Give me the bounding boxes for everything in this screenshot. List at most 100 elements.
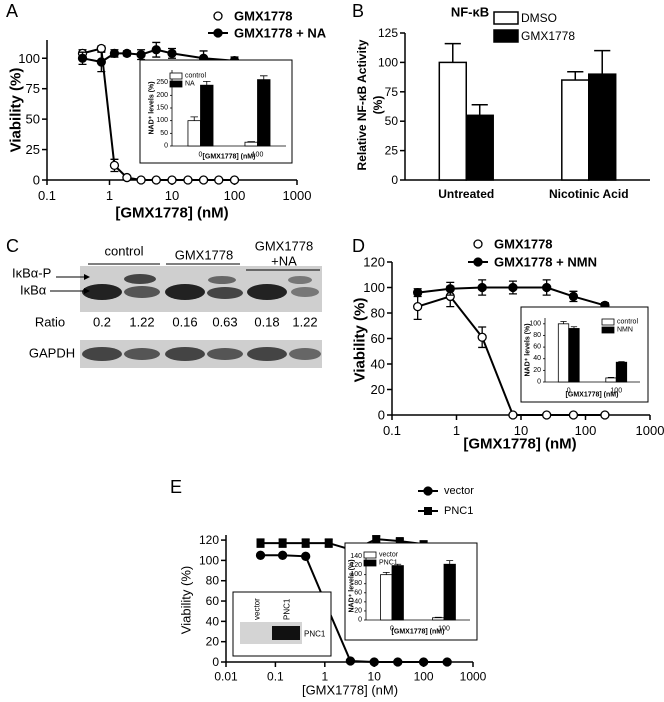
- x-tick-label: 0: [199, 152, 203, 159]
- panel-label: B: [352, 1, 364, 21]
- error-bar: [203, 81, 211, 86]
- y-tick-label: 100: [18, 51, 40, 66]
- x-tick-label: 1: [453, 423, 460, 438]
- y-tick-label: 20: [371, 382, 385, 397]
- y-tick-label: 50: [26, 112, 40, 127]
- legend-marker: [473, 257, 483, 267]
- legend-marker: [423, 486, 433, 496]
- y-tick-label: 100: [529, 320, 541, 327]
- ratio: 0.18: [254, 315, 279, 330]
- legend-label: GMX1778: [494, 237, 553, 252]
- x-axis-label: [GMX1778] (nM): [463, 436, 576, 453]
- y-tick-label: 100: [199, 553, 219, 567]
- bar: [432, 617, 445, 621]
- y-tick-label: 80: [533, 332, 541, 339]
- y-tick-label: 60: [371, 331, 385, 346]
- bar: [588, 73, 617, 181]
- bar: [605, 377, 617, 383]
- y-tick-label: 120: [363, 255, 385, 270]
- data-point: [393, 657, 403, 667]
- legend-label: NA: [185, 81, 195, 88]
- data-point: [122, 48, 132, 59]
- y-tick-label: 40: [371, 357, 385, 372]
- data-point: [568, 410, 579, 420]
- data-point: [445, 284, 455, 294]
- data-point: [229, 175, 240, 185]
- data-point: [413, 287, 423, 298]
- y-tick-label: 20: [206, 635, 220, 649]
- y-tick-label: 250: [156, 79, 168, 86]
- legend-swatch: [493, 11, 519, 25]
- data-point: [214, 175, 224, 185]
- y-tick-label: 100: [156, 117, 168, 124]
- x-tick-label: 1: [321, 670, 328, 684]
- y-axis-label: (%): [371, 96, 385, 115]
- y-tick-label: 60: [354, 589, 362, 596]
- data-point: [372, 535, 381, 544]
- data-point: [109, 48, 120, 59]
- data-point: [96, 43, 106, 54]
- legend-swatch: [363, 559, 377, 567]
- error-bar: [594, 49, 611, 75]
- y-tick-label: 0: [537, 379, 541, 386]
- band-label: IκBα: [20, 283, 47, 298]
- legend-marker: [213, 28, 223, 38]
- bar: [200, 84, 214, 147]
- data-point: [542, 410, 552, 420]
- inset-frame: [520, 306, 649, 403]
- y-tick-label: 0: [33, 173, 40, 188]
- y-tick-label: 125: [378, 26, 398, 40]
- group-label: GMX1778: [175, 248, 234, 263]
- legend-swatch: [601, 318, 615, 326]
- bar: [557, 323, 570, 383]
- data-point: [256, 539, 265, 548]
- ratio: 1.22: [292, 315, 317, 330]
- y-tick-label: 120: [350, 562, 362, 569]
- x-tick-label: 10: [368, 670, 382, 684]
- data-point: [301, 539, 310, 548]
- ratio: 0.16: [172, 315, 197, 330]
- y-tick-label: 0: [391, 173, 398, 187]
- x-tick-label: 100: [610, 388, 622, 395]
- data-point: [183, 175, 193, 185]
- y-tick-label: 60: [533, 344, 541, 351]
- x-axis-label: [GMX1778] (nM): [392, 629, 445, 636]
- blot-band: [272, 626, 300, 640]
- loading-label: GAPDH: [29, 346, 75, 361]
- y-tick-label: 100: [350, 571, 362, 578]
- data-point: [542, 282, 552, 293]
- bar: [465, 114, 494, 181]
- bar: [615, 361, 628, 383]
- y-tick-label: 140: [350, 553, 362, 560]
- legend-swatch: [169, 72, 183, 80]
- data-point: [255, 550, 266, 560]
- y-tick-label: 100: [378, 55, 398, 69]
- x-tick-label: 1000: [636, 423, 664, 438]
- x-axis-label: [GMX1778] (nM): [203, 154, 256, 161]
- y-tick-label: 120: [199, 533, 219, 547]
- western-blot: control GMX1778 GMX1778 +NA IκBα-P IκBα …: [12, 239, 322, 368]
- x-tick-label: 100: [575, 423, 597, 438]
- data-point: [167, 175, 177, 185]
- bar: [391, 565, 404, 621]
- y-tick-label: 40: [533, 355, 541, 362]
- y-axis-label: Viability (%): [179, 566, 194, 634]
- data-point: [278, 539, 287, 548]
- x-tick-label: 1000: [460, 670, 487, 684]
- y-tick-label: 100: [363, 280, 385, 295]
- error-bar: [567, 71, 584, 81]
- bar: [438, 61, 467, 181]
- error-bar: [471, 103, 488, 116]
- y-tick-label: 20: [354, 607, 362, 614]
- y-tick-label: 75: [26, 81, 40, 96]
- bar: [568, 328, 580, 383]
- y-axis-label: Relative NF-κB Activity: [355, 39, 369, 170]
- x-tick-label: 10: [514, 423, 528, 438]
- data-point: [477, 282, 487, 293]
- y-tick-label: 50: [385, 114, 399, 128]
- legend-label: GMX1778: [234, 9, 293, 24]
- x-tick-label: 10: [165, 188, 179, 203]
- legend-label: GMX1778 + NA: [234, 26, 327, 41]
- ratio: 0.2: [93, 315, 111, 330]
- ratio: 0.63: [212, 315, 237, 330]
